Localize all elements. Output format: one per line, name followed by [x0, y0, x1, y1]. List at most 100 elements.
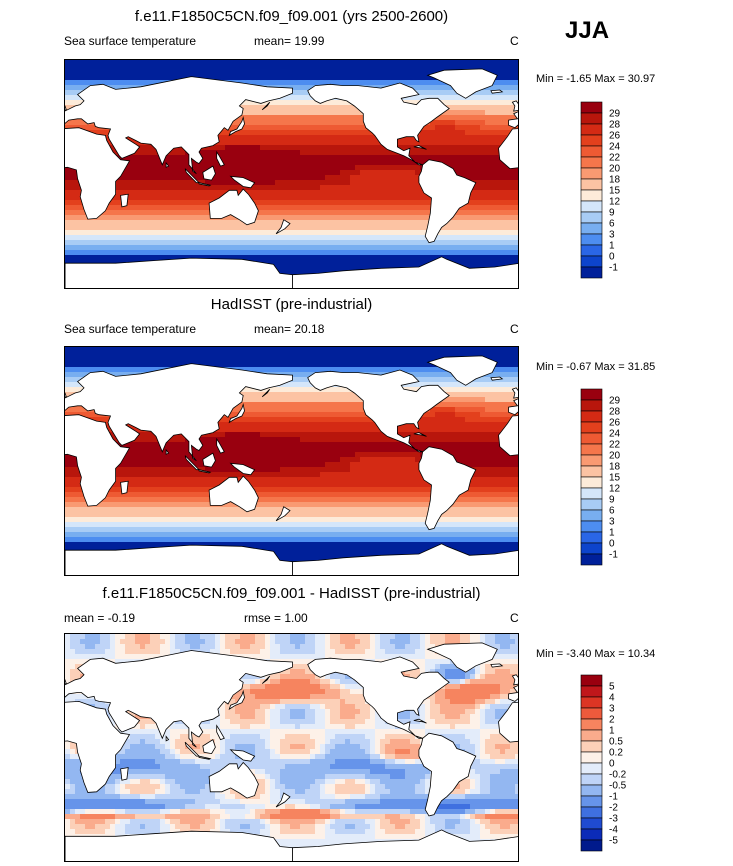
field-cell — [480, 245, 486, 251]
field-cell — [365, 170, 371, 176]
colorbar-tick-label: 12 — [609, 197, 621, 208]
field-cell — [105, 367, 111, 373]
field-cell — [245, 240, 251, 246]
field-cell — [285, 352, 291, 358]
field-cell — [70, 382, 76, 388]
field-cell — [255, 250, 261, 256]
field-cell — [485, 130, 491, 136]
field-cell — [85, 240, 91, 246]
field-cell — [380, 170, 386, 176]
field-cell — [110, 65, 116, 71]
field-cell — [450, 140, 456, 146]
field-cell — [275, 165, 281, 171]
field-cell — [415, 367, 421, 373]
field-cell — [365, 135, 371, 141]
field-cell — [480, 135, 486, 141]
field-cell — [340, 225, 346, 231]
field-cell — [300, 180, 306, 186]
field-cell — [115, 85, 121, 91]
field-cell — [485, 175, 491, 181]
field-cell — [260, 362, 266, 368]
field-cell — [370, 135, 376, 141]
field-cell — [110, 255, 116, 261]
field-cell — [225, 60, 231, 66]
field-cell — [425, 155, 431, 161]
field-cell — [175, 195, 181, 201]
field-cell — [250, 230, 256, 236]
field-cell — [265, 70, 271, 76]
field-cell — [390, 205, 396, 211]
field-cell — [465, 225, 471, 231]
field-cell — [295, 260, 301, 266]
colorbar-tick-label: 29 — [609, 109, 621, 120]
field-cell — [485, 135, 491, 141]
field-cell — [190, 245, 196, 251]
field-cell — [425, 357, 431, 363]
field-cell — [160, 175, 166, 181]
field-cell — [480, 160, 486, 166]
field-cell — [485, 150, 491, 156]
field-cell — [180, 225, 186, 231]
field-cell — [260, 195, 266, 201]
field-cell — [355, 145, 361, 151]
field-cell — [160, 60, 166, 66]
field-cell — [465, 135, 471, 141]
field-cell — [135, 367, 141, 373]
field-cell — [500, 255, 506, 261]
colorbar-box — [580, 156, 603, 169]
field-cell — [455, 225, 461, 231]
field-cell — [290, 270, 296, 276]
field-cell — [185, 352, 191, 358]
field-cell — [280, 115, 286, 121]
field-cell — [450, 135, 456, 141]
field-cell — [515, 185, 518, 191]
field-cell — [235, 130, 241, 136]
field-cell — [475, 115, 481, 121]
field-cell — [410, 170, 416, 176]
field-cell — [100, 75, 106, 81]
field-cell — [305, 225, 311, 231]
field-cell — [330, 125, 336, 131]
field-cell — [70, 185, 76, 191]
field-cell — [295, 135, 301, 141]
field-cell — [240, 170, 246, 176]
field-cell — [485, 95, 491, 101]
field-cell — [395, 250, 401, 256]
field-cell — [240, 80, 246, 86]
field-cell — [215, 170, 221, 176]
field-cell — [455, 110, 461, 116]
field-cell — [115, 372, 121, 378]
field-cell — [460, 165, 466, 171]
field-cell — [315, 205, 321, 211]
field-cell — [515, 65, 518, 71]
field-cell — [200, 210, 206, 216]
field-cell — [335, 180, 341, 186]
field-cell — [515, 215, 518, 221]
field-cell — [360, 235, 366, 241]
field-cell — [375, 150, 381, 156]
field-cell — [355, 352, 361, 358]
field-cell — [360, 250, 366, 256]
field-cell — [120, 80, 126, 86]
field-cell — [70, 347, 76, 353]
field-cell — [360, 195, 366, 201]
field-cell — [485, 145, 491, 151]
field-cell — [140, 205, 146, 211]
field-cell — [370, 145, 376, 151]
field-cell — [495, 80, 501, 86]
field-cell — [415, 70, 421, 76]
field-cell — [395, 170, 401, 176]
field-cell — [375, 145, 381, 151]
field-cell — [220, 362, 226, 368]
field-cell — [385, 230, 391, 236]
field-cell — [470, 210, 476, 216]
field-cell — [360, 150, 366, 156]
field-cell — [125, 255, 131, 261]
field-cell — [335, 155, 341, 161]
field-cell — [120, 220, 126, 226]
field-cell — [395, 175, 401, 181]
field-cell — [280, 155, 286, 161]
field-cell — [335, 120, 341, 126]
field-cell — [135, 357, 141, 363]
field-cell — [150, 362, 156, 368]
